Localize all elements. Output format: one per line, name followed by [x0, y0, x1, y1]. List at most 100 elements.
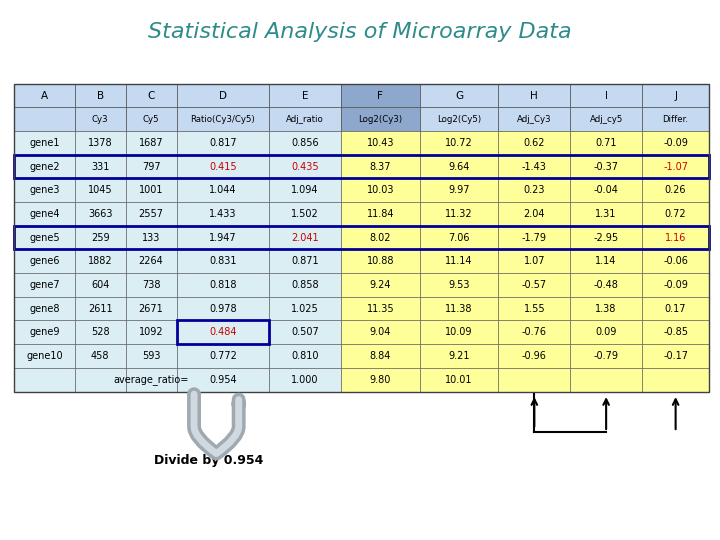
Bar [269, 131, 341, 155]
Bar [14, 249, 75, 273]
Text: 7.06: 7.06 [449, 233, 470, 242]
Bar [642, 178, 709, 202]
Bar [14, 131, 75, 155]
Bar [420, 297, 498, 320]
Text: -0.04: -0.04 [594, 185, 618, 195]
Text: 1687: 1687 [139, 138, 163, 148]
Text: -0.37: -0.37 [593, 161, 618, 172]
Text: 0.62: 0.62 [523, 138, 545, 148]
Bar [75, 297, 125, 320]
Bar [642, 249, 709, 273]
Text: gene8: gene8 [30, 303, 60, 314]
Text: 0.978: 0.978 [209, 303, 237, 314]
Bar [125, 273, 176, 297]
Bar [75, 226, 125, 249]
Bar [176, 273, 269, 297]
Bar [498, 131, 570, 155]
Text: -0.57: -0.57 [522, 280, 547, 290]
Bar [125, 320, 176, 344]
Text: 0.856: 0.856 [292, 138, 319, 148]
Text: 0.871: 0.871 [292, 256, 319, 266]
Bar [14, 320, 75, 344]
Bar [176, 297, 269, 320]
Bar [420, 320, 498, 344]
Text: Log2(Cy5): Log2(Cy5) [437, 114, 481, 124]
Text: 0.17: 0.17 [665, 303, 686, 314]
Bar [570, 249, 642, 273]
Bar [125, 202, 176, 226]
Text: 8.84: 8.84 [369, 351, 391, 361]
Text: 0.71: 0.71 [595, 138, 617, 148]
Bar [420, 202, 498, 226]
Bar [570, 297, 642, 320]
Bar [125, 226, 176, 249]
Text: 1.025: 1.025 [291, 303, 319, 314]
Bar [570, 155, 642, 178]
Bar [14, 226, 709, 249]
Text: 0.831: 0.831 [209, 256, 237, 266]
Bar [14, 368, 75, 392]
Text: 2.041: 2.041 [292, 233, 319, 242]
Text: Adj_ratio: Adj_ratio [286, 114, 324, 124]
Text: B: B [96, 91, 104, 100]
Bar [341, 344, 420, 368]
Text: 0.818: 0.818 [209, 280, 237, 290]
Bar [341, 107, 420, 131]
Text: 0.23: 0.23 [523, 185, 545, 195]
Text: 0.507: 0.507 [291, 327, 319, 338]
Text: 738: 738 [142, 280, 161, 290]
Text: F: F [377, 91, 383, 100]
Bar [642, 155, 709, 178]
Text: 1.31: 1.31 [595, 209, 617, 219]
Text: gene7: gene7 [30, 280, 60, 290]
Text: C: C [148, 91, 155, 100]
Bar [420, 84, 498, 107]
Text: 0.484: 0.484 [209, 327, 237, 338]
Text: 10.09: 10.09 [446, 327, 473, 338]
Bar [176, 84, 269, 107]
Bar [75, 84, 125, 107]
Text: 2264: 2264 [139, 256, 163, 266]
Text: 1092: 1092 [139, 327, 163, 338]
Text: 604: 604 [91, 280, 109, 290]
Text: 259: 259 [91, 233, 109, 242]
Bar [125, 131, 176, 155]
Text: Statistical Analysis of Microarray Data: Statistical Analysis of Microarray Data [148, 22, 572, 42]
Text: A: A [41, 91, 48, 100]
Bar [75, 368, 125, 392]
Text: gene2: gene2 [30, 161, 60, 172]
Bar [269, 107, 341, 131]
Bar [498, 107, 570, 131]
Bar [176, 320, 269, 344]
Bar [125, 297, 176, 320]
Text: E: E [302, 91, 308, 100]
Text: 593: 593 [142, 351, 161, 361]
Bar [176, 368, 269, 392]
Text: D: D [219, 91, 227, 100]
Bar [75, 344, 125, 368]
Text: 3663: 3663 [88, 209, 112, 219]
Text: -1.07: -1.07 [663, 161, 688, 172]
Text: 0.817: 0.817 [209, 138, 237, 148]
Bar [75, 273, 125, 297]
Bar [420, 226, 498, 249]
Text: 0.435: 0.435 [292, 161, 319, 172]
Text: 1.044: 1.044 [209, 185, 237, 195]
Bar [125, 155, 176, 178]
Text: 1.000: 1.000 [292, 375, 319, 384]
Bar [75, 202, 125, 226]
Text: J: J [674, 91, 677, 100]
Bar [570, 320, 642, 344]
Bar [498, 178, 570, 202]
Bar [269, 273, 341, 297]
Bar [498, 226, 570, 249]
Bar [14, 178, 75, 202]
Text: -0.48: -0.48 [594, 280, 618, 290]
Text: 1.07: 1.07 [523, 256, 545, 266]
Bar [570, 178, 642, 202]
Bar [14, 107, 75, 131]
Bar [75, 320, 125, 344]
Text: gene5: gene5 [30, 233, 60, 242]
Bar [14, 155, 75, 178]
Bar [642, 84, 709, 107]
